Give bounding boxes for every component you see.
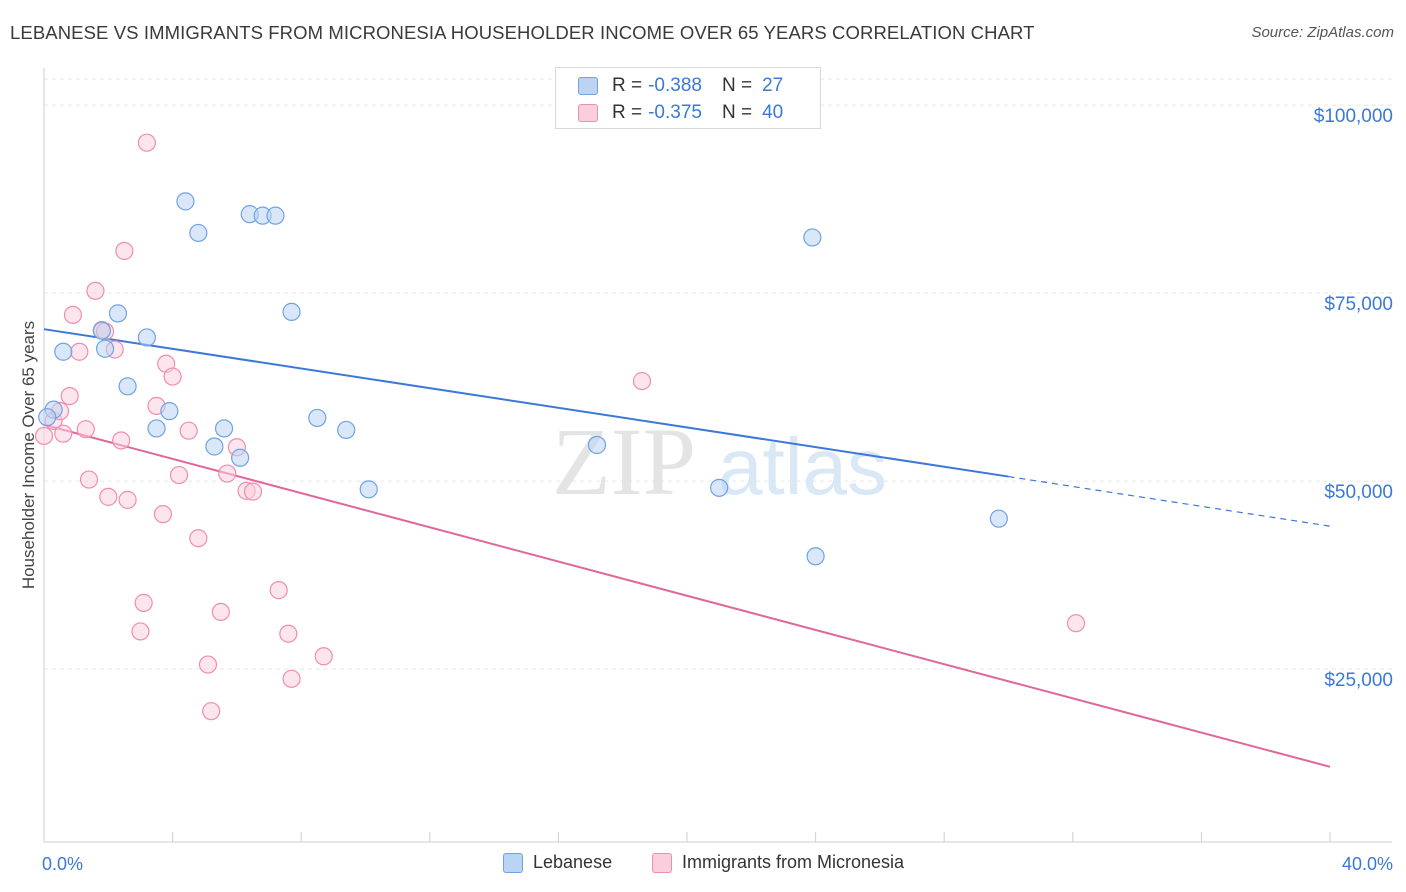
lebanese-point (231, 448, 250, 467)
micronesia-point (118, 490, 137, 509)
n-label: N = (721, 75, 753, 96)
legend-label-micronesia: Immigrants from Micronesia (682, 852, 905, 872)
y-tick-labels: $25,000 $50,000 $75,000 $100,000 (1314, 106, 1393, 691)
lebanese-n-value: 27 (762, 75, 784, 96)
x-tick-label-max: 40.0% (1342, 854, 1393, 874)
stats-legend: R = -0.388 N = 27 R = -0.375 N = 40 (555, 67, 821, 129)
micronesia-point (79, 470, 99, 489)
lebanese-point (108, 304, 128, 323)
legend-swatch-micronesia (652, 852, 672, 873)
n-label: N = (721, 102, 753, 123)
y-tick-label: $75,000 (1324, 294, 1393, 315)
lebanese-r-value: -0.388 (648, 75, 702, 96)
micronesia-point (198, 655, 218, 674)
y-tick-label: $50,000 (1324, 482, 1393, 503)
micronesia-point (99, 487, 118, 506)
chart-source: Source: ZipAtlas.com (1251, 24, 1394, 41)
lebanese-point (214, 419, 234, 438)
lebanese-point (989, 509, 1008, 528)
lebanese-point (806, 547, 825, 566)
lebanese-point (137, 328, 156, 347)
lebanese-point (176, 192, 195, 211)
micronesia-point (169, 465, 189, 485)
micronesia-point (131, 622, 150, 641)
micronesia-point (314, 647, 333, 666)
chart-title: LEBANESE VS IMMIGRANTS FROM MICRONESIA H… (10, 22, 1035, 43)
micronesia-point (34, 426, 54, 446)
lebanese-point (189, 223, 208, 243)
trend-lines (43, 328, 1331, 768)
lebanese-point (54, 342, 73, 361)
lebanese-point (147, 419, 166, 438)
x-tick-label-min: 0.0% (42, 854, 83, 874)
legend-swatch-lebanese (503, 852, 523, 873)
micronesia-point (115, 241, 134, 261)
gridlines (44, 78, 1392, 670)
y-tick-label: $25,000 (1324, 670, 1393, 691)
r-label: R = (612, 102, 643, 123)
micronesia-point (86, 281, 105, 300)
micronesia-point (137, 133, 156, 152)
lebanese-point (118, 377, 137, 396)
micronesia-point (60, 387, 79, 406)
series-legend: Lebanese Immigrants from Micronesia (0, 852, 1406, 876)
micronesia-n-value: 40 (762, 102, 784, 123)
micronesia-point (63, 305, 83, 325)
lebanese-point (282, 302, 301, 321)
micronesia-point (1066, 614, 1086, 633)
lebanese-point (710, 478, 729, 497)
micronesia-point (163, 367, 182, 386)
data-points (34, 133, 1086, 721)
watermark: ZIP atlas (552, 408, 887, 515)
r-label: R = (612, 75, 643, 96)
lebanese-point (205, 437, 224, 456)
lebanese-point (160, 402, 179, 421)
lebanese-point (38, 408, 57, 427)
micronesia-point (211, 602, 230, 622)
micronesia-point (279, 624, 298, 643)
micronesia-point (134, 593, 153, 612)
x-tick-labels: 0.0% 40.0% (42, 854, 1393, 874)
stats-legend-row-micronesia: R = -0.375 N = 40 (578, 100, 783, 126)
micronesia-point (269, 581, 288, 600)
legend-item-micronesia[interactable]: Immigrants from Micronesia (652, 852, 904, 873)
micronesia-point (153, 505, 173, 524)
lebanese-point (308, 408, 327, 428)
micronesia-point (202, 702, 221, 721)
legend-item-lebanese[interactable]: Lebanese (503, 852, 612, 873)
micronesia-point (112, 431, 131, 450)
stats-legend-row-lebanese: R = -0.388 N = 27 (578, 73, 783, 99)
micronesia-point (76, 420, 95, 439)
micronesia-point (70, 342, 89, 361)
trend-line-dashed-0 (1008, 475, 1331, 527)
micronesia-swatch (578, 104, 598, 122)
lebanese-swatch (578, 77, 598, 95)
micronesia-point (54, 424, 73, 443)
trend-line-0 (43, 328, 1009, 478)
micronesia-point (179, 421, 198, 440)
micronesia-point (218, 464, 237, 483)
lebanese-point (587, 435, 607, 455)
trend-line-1 (43, 423, 1331, 768)
micronesia-point (189, 529, 208, 548)
watermark-zip: ZIP (552, 408, 696, 515)
lebanese-point (266, 206, 285, 225)
lebanese-point (95, 339, 115, 358)
lebanese-point (359, 480, 378, 499)
lebanese-point (803, 228, 822, 247)
lebanese-point (337, 420, 356, 440)
legend-label-lebanese: Lebanese (533, 852, 613, 872)
micronesia-point (632, 371, 652, 391)
micronesia-r-value: -0.375 (648, 102, 702, 123)
lebanese-point (92, 321, 111, 340)
y-tick-label: $100,000 (1314, 106, 1393, 127)
axes (43, 68, 1392, 843)
micronesia-point (243, 482, 263, 501)
micronesia-point (282, 669, 301, 688)
